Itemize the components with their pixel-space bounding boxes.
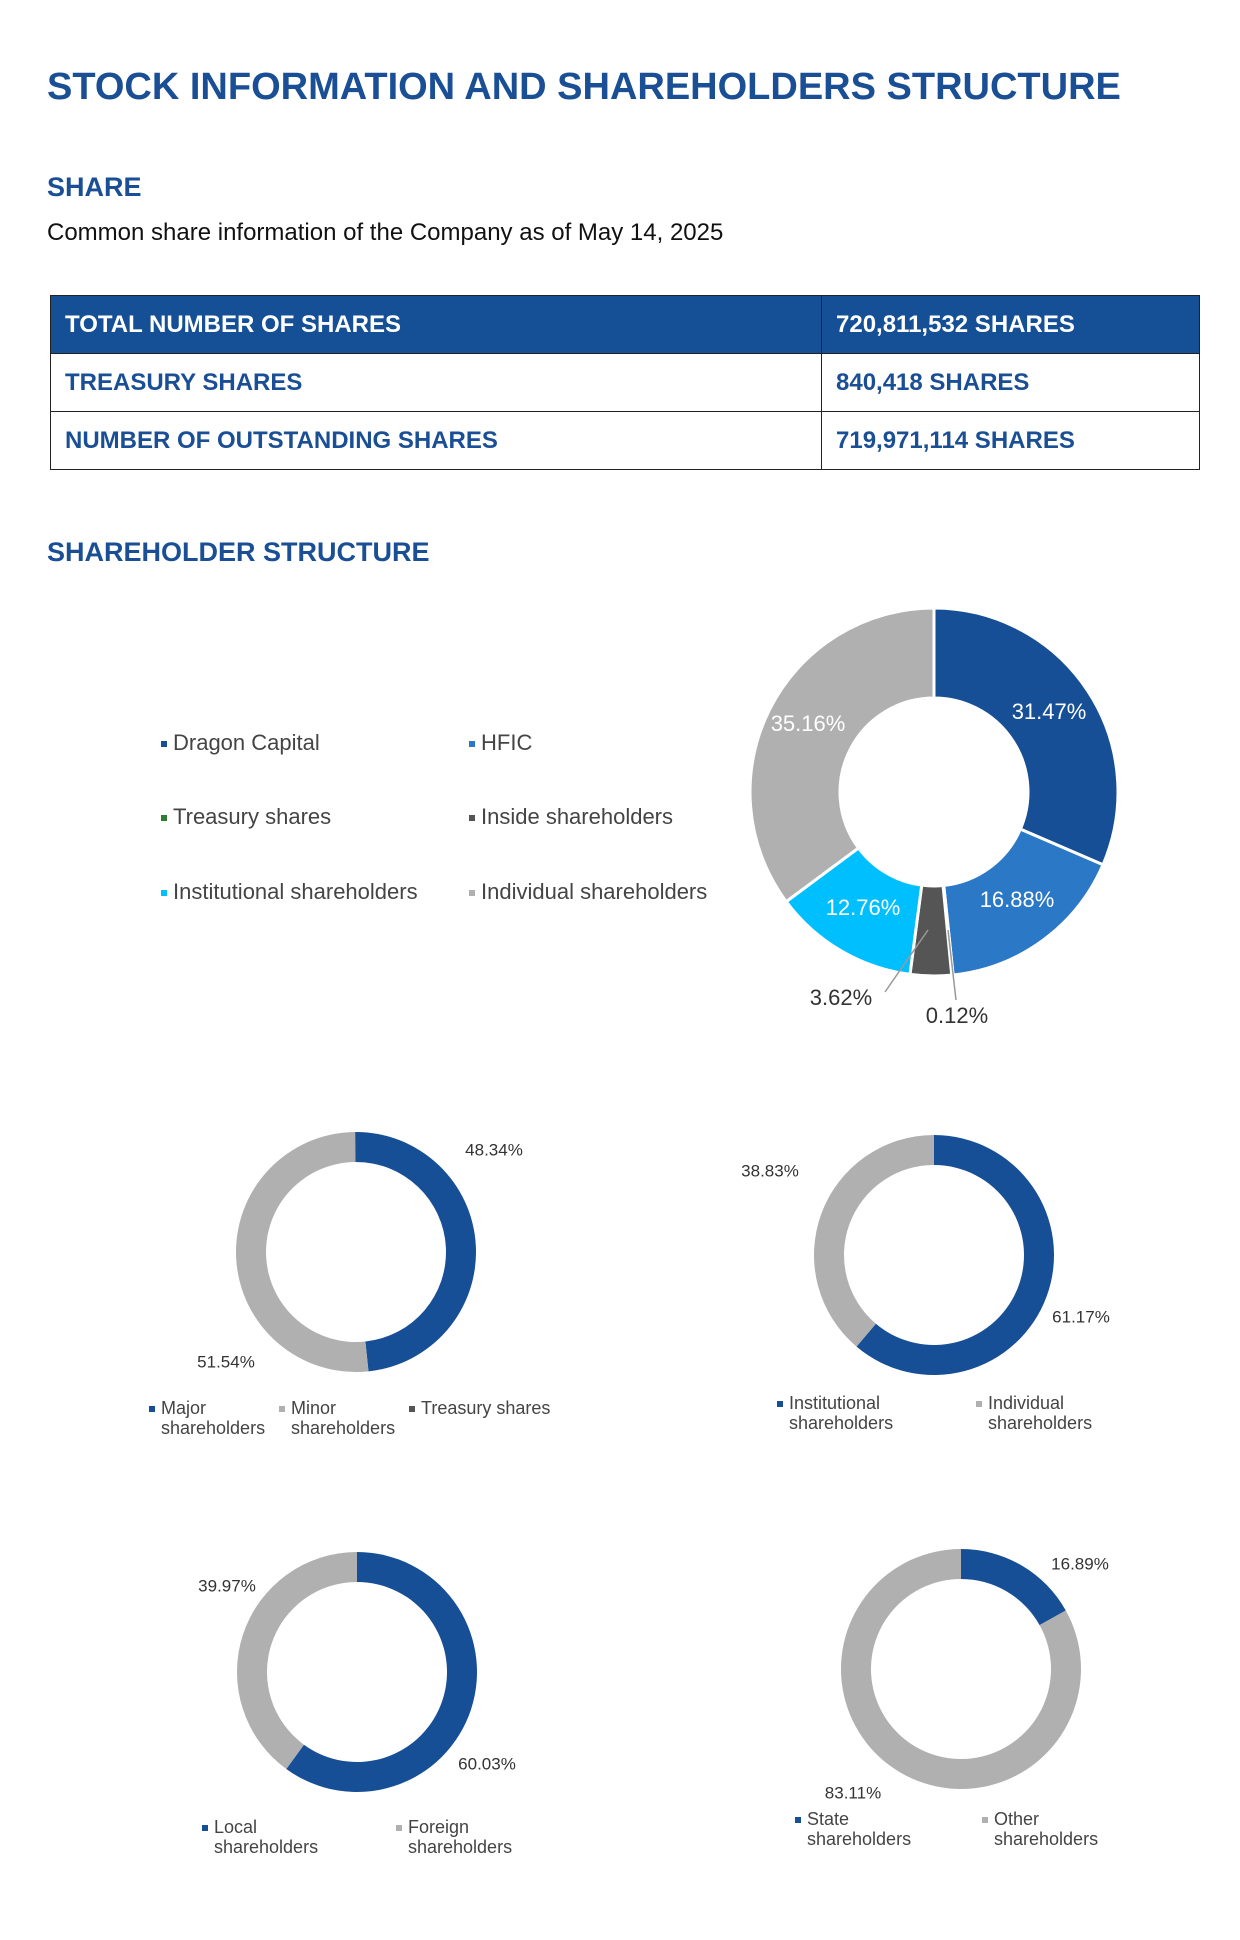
- cell: 720,811,532 SHARES: [821, 295, 1200, 354]
- legend-label: Individual shareholders: [988, 1393, 1093, 1433]
- table-row: NUMBER OF OUTSTANDING SHARES 719,971,114 …: [50, 411, 1200, 470]
- donut-slice: [356, 1132, 477, 1372]
- legend-item: HFIC: [469, 730, 533, 755]
- legend-marker: [396, 1825, 402, 1831]
- legend-label: Other shareholders: [994, 1809, 1099, 1849]
- legend-marker: [202, 1825, 208, 1831]
- legend-label: Major shareholders: [161, 1398, 266, 1438]
- legend-item: Other shareholders: [982, 1809, 1124, 1850]
- donut-slice: [748, 606, 936, 904]
- cell: 719,971,114 SHARES: [821, 411, 1200, 470]
- legend-marker: [469, 741, 475, 748]
- share-table: TOTAL NUMBER OF SHARES 720,811,532 SHARES…: [50, 295, 1200, 470]
- data-label: 60.03%: [458, 1754, 516, 1773]
- legend-label: Institutional shareholders: [173, 879, 418, 904]
- donut-slice: [286, 1552, 478, 1793]
- legend-item: Inside shareholders: [469, 804, 674, 829]
- legend-marker: [409, 1406, 415, 1412]
- legend-item: Individual shareholders: [976, 1393, 1118, 1434]
- donut-slice: [856, 1135, 1055, 1376]
- legend-label: Institutional shareholders: [789, 1393, 894, 1433]
- legend-item: Treasury shares: [409, 1398, 591, 1419]
- legend-label: HFIC: [481, 730, 533, 755]
- data-label: 39.97%: [198, 1576, 256, 1595]
- legend-item: Institutional shareholders: [777, 1393, 919, 1434]
- legend-marker: [976, 1401, 982, 1407]
- legend-marker: [161, 890, 167, 897]
- legend-label: State shareholders: [807, 1809, 912, 1849]
- table-row: TOTAL NUMBER OF SHARES 720,811,532 SHARES: [50, 295, 1200, 354]
- data-label: 48.34%: [465, 1140, 523, 1159]
- legend-label: Dragon Capital: [173, 730, 320, 755]
- legend-marker: [469, 890, 475, 897]
- data-label: 3.62%: [810, 985, 872, 1010]
- data-label: 35.16%: [771, 711, 846, 736]
- donut-slice: [355, 1132, 356, 1163]
- donut-slice: [932, 606, 1120, 867]
- legend-item: Local shareholders: [202, 1817, 344, 1858]
- legend-label: Individual shareholders: [481, 879, 708, 904]
- legend-marker: [982, 1817, 988, 1823]
- legend-item: Treasury shares: [161, 804, 332, 829]
- legend-item: Individual shareholders: [469, 879, 708, 904]
- legend-label: Treasury shares: [173, 804, 332, 829]
- legend-marker: [777, 1401, 783, 1407]
- leader-line: [884, 929, 929, 993]
- legend-item: Dragon Capital: [161, 730, 320, 755]
- donut-slice: [236, 1132, 369, 1372]
- donut-slice: [942, 827, 1105, 977]
- legend-marker: [149, 1406, 155, 1412]
- legend-item: State shareholders: [795, 1809, 937, 1850]
- legend-item: Institutional shareholders: [161, 879, 418, 904]
- legend-item: Foreign shareholders: [396, 1817, 538, 1858]
- data-label: 31.47%: [1012, 699, 1087, 724]
- legend-label: Foreign shareholders: [408, 1817, 513, 1857]
- legend-marker: [161, 815, 167, 822]
- donut-slice: [814, 1135, 934, 1347]
- legend-marker: [279, 1406, 285, 1412]
- data-label: 16.88%: [980, 887, 1055, 912]
- legend-item: Minor shareholders: [279, 1398, 411, 1439]
- legend-marker: [795, 1817, 801, 1823]
- legend-marker: [161, 741, 167, 748]
- section-heading: SHAREHOLDER STRUCTURE: [47, 537, 430, 567]
- legend-item: Major shareholders: [149, 1398, 281, 1439]
- data-label: 16.89%: [1051, 1554, 1109, 1573]
- data-label: 51.54%: [197, 1352, 255, 1371]
- leader-line: [947, 929, 957, 1001]
- section-heading: SHARE: [47, 172, 142, 202]
- legend-label: Minor shareholders: [291, 1398, 396, 1438]
- cell: NUMBER OF OUTSTANDING SHARES: [50, 411, 822, 470]
- data-label: 38.83%: [741, 1161, 799, 1180]
- legend-label: Local shareholders: [214, 1817, 319, 1857]
- donut-slice: [961, 1549, 1066, 1626]
- legend-label: Inside shareholders: [481, 804, 674, 829]
- donut-slice: [237, 1552, 357, 1769]
- data-label: 0.12%: [926, 1003, 988, 1028]
- legend-label: Treasury shares: [421, 1398, 551, 1418]
- data-label: 61.17%: [1052, 1307, 1110, 1326]
- share-note: Common share information of the Company …: [47, 219, 724, 246]
- data-label: 83.11%: [825, 1783, 881, 1802]
- page-title: STOCK INFORMATION AND SHAREHOLDERS STRUC…: [47, 66, 1121, 108]
- legend-marker: [469, 815, 475, 822]
- data-label: 12.76%: [826, 895, 901, 920]
